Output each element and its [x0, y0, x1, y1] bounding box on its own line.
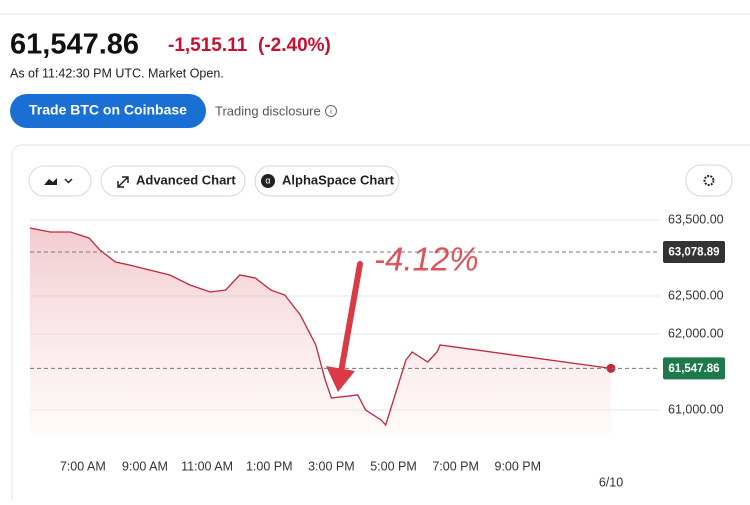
- price-change-percent: (-2.40%): [258, 35, 331, 56]
- alphaspace-icon: [261, 174, 275, 188]
- price-line: [29, 227, 612, 427]
- x-tick-label: 9:00 AM: [122, 459, 168, 473]
- annotation: -4.12%: [374, 241, 479, 278]
- settings-icon: [703, 175, 715, 186]
- area-fill: [30, 228, 611, 433]
- price-change: -1,515.11: [168, 35, 248, 56]
- y-tick-label: 62,000.00: [668, 326, 724, 340]
- arrow-head: [326, 366, 355, 392]
- info-icon-glyph: i: [330, 107, 332, 116]
- x-tick-label: 3:00 PM: [308, 459, 355, 473]
- price: 61,547.86: [10, 29, 139, 61]
- y-tick-label: 63,500.00: [668, 212, 724, 226]
- reference-label-box: [663, 357, 725, 380]
- plot: 61,000.00 62,000.00 62,500.00 63,500.00 7:00…: [29, 212, 725, 489]
- chart-type-button[interactable]: [28, 165, 92, 197]
- settings-button[interactable]: [685, 164, 733, 197]
- reference-label: 63,078.89: [668, 247, 719, 259]
- x-tick-label: 11:00 AM: [181, 459, 233, 473]
- advanced-chart-label[interactable]: Advanced Chart: [136, 172, 236, 187]
- chart-type-icon: [44, 178, 57, 185]
- advanced-chart-button[interactable]: [100, 165, 246, 197]
- alphaspace-chart-button[interactable]: [254, 165, 400, 197]
- y-tick-label: 61,000.00: [668, 402, 724, 416]
- disclosure-link[interactable]: Trading disclosure: [215, 103, 321, 118]
- x-tick-label: 1:00 PM: [246, 459, 293, 473]
- expand-icon: [117, 176, 129, 188]
- info-icon[interactable]: [325, 105, 337, 117]
- arrow-shaft: [338, 261, 363, 375]
- as-of: As of 11:42:30 PM UTC. Market Open.: [10, 66, 224, 80]
- x-tick-label: 6/10: [599, 475, 623, 489]
- trade-button-label[interactable]: Trade BTC on Coinbase: [29, 102, 187, 118]
- x-tick-label: 7:00 AM: [60, 459, 106, 473]
- trade-button[interactable]: [10, 94, 206, 128]
- chevron: [64, 178, 73, 184]
- x-tick-label: 5:00 PM: [370, 459, 417, 473]
- alphaspace-icon-glyph: α: [265, 175, 270, 185]
- alphaspace-chart-label[interactable]: AlphaSpace Chart: [282, 172, 395, 187]
- reference-label-box: [663, 241, 725, 264]
- y-tick-label: 62,500.00: [668, 288, 724, 302]
- reference-label: 61,547.86: [668, 363, 719, 375]
- x-tick-label: 9:00 PM: [495, 459, 542, 473]
- x-tick-label: 7:00 PM: [432, 459, 479, 473]
